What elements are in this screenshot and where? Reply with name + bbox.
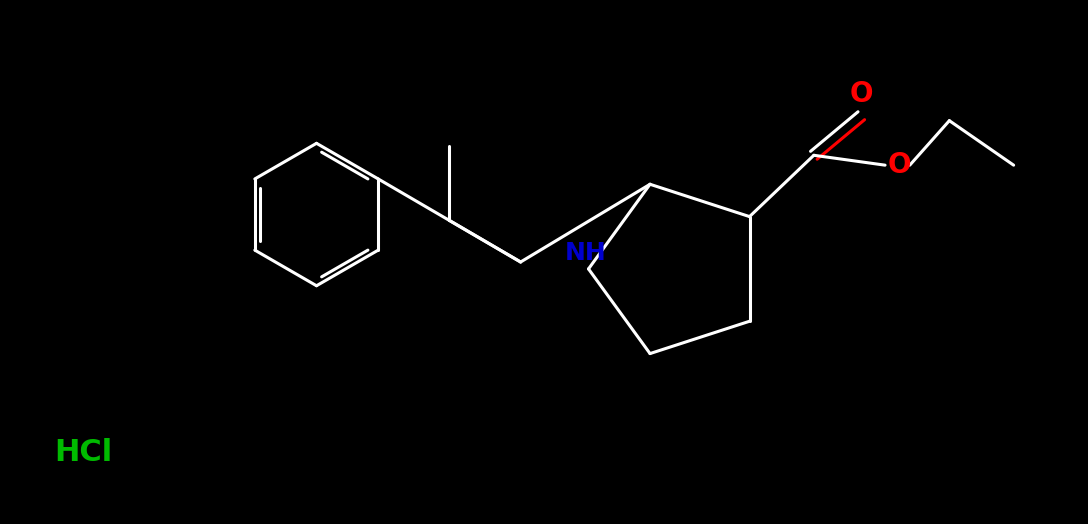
Text: NH: NH xyxy=(565,241,606,265)
Text: O: O xyxy=(850,80,873,108)
Text: HCl: HCl xyxy=(54,438,113,467)
Text: O: O xyxy=(888,151,912,179)
